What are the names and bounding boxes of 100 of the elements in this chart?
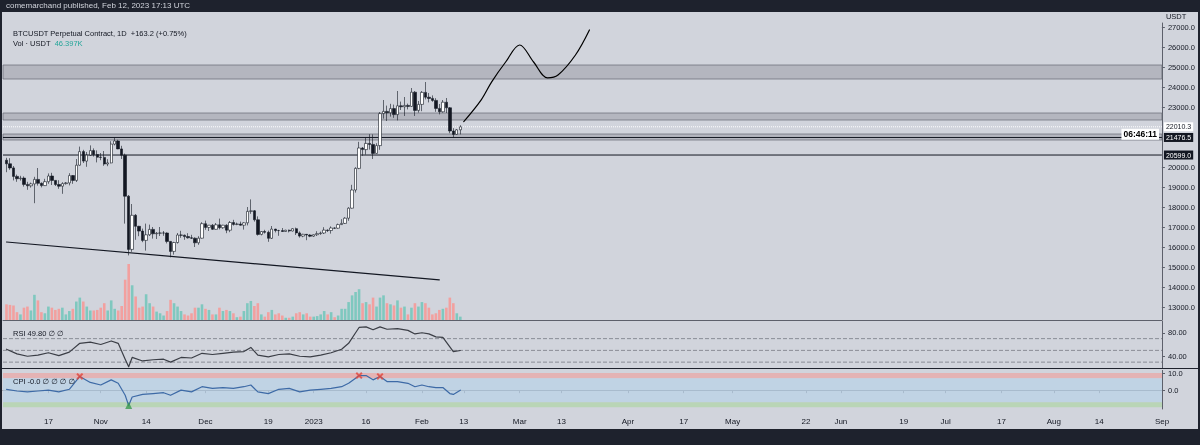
- candlestick: [270, 225, 273, 240]
- x-tick-label: Jul: [940, 416, 951, 426]
- candlestick: [284, 229, 287, 233]
- candlestick: [336, 223, 340, 230]
- candlestick: [288, 229, 291, 233]
- bar: [109, 300, 113, 320]
- bar: [26, 306, 29, 320]
- bar: [102, 303, 106, 320]
- x-tick-label: Aug: [1046, 416, 1061, 426]
- candlestick: [151, 226, 155, 239]
- candlestick: [319, 231, 322, 236]
- x-tick-label: 14: [141, 416, 152, 426]
- bar: [382, 295, 385, 320]
- candlestick: [403, 96, 406, 117]
- x-tick-label: 16: [361, 416, 372, 426]
- x-tick-label: May: [725, 416, 741, 426]
- bar: [326, 314, 329, 320]
- x-tick-label: 13: [459, 416, 469, 426]
- bar: [333, 317, 336, 320]
- candlestick: [389, 103, 392, 117]
- bar: [389, 304, 392, 320]
- bar: [396, 300, 399, 320]
- x-tick-label: 17: [996, 416, 1007, 426]
- candlestick: [47, 173, 50, 185]
- candlestick: [329, 226, 333, 234]
- bar: [183, 314, 186, 320]
- candlestick: [5, 157, 8, 173]
- candlestick: [228, 220, 232, 233]
- bar: [162, 315, 165, 320]
- candlestick: [214, 222, 218, 230]
- bar: [403, 306, 406, 320]
- bar: [340, 308, 343, 320]
- candlestick: [305, 233, 308, 241]
- candlestick: [281, 227, 284, 233]
- candlestick: [183, 234, 186, 241]
- bar: [218, 307, 221, 320]
- candlestick: [57, 179, 61, 190]
- candlestick: [155, 231, 158, 240]
- bar: [361, 303, 364, 320]
- bar: [134, 296, 137, 320]
- candlestick: [218, 218, 221, 230]
- x-tick-label: Feb: [415, 416, 430, 426]
- bar: [459, 316, 462, 320]
- bar: [61, 307, 64, 320]
- bar: [308, 316, 312, 320]
- bar: [68, 311, 71, 320]
- bar: [85, 306, 89, 320]
- candlestick: [68, 172, 71, 186]
- bar: [232, 313, 235, 320]
- bar: [274, 314, 277, 320]
- candlestick: [144, 223, 148, 251]
- candlestick: [235, 222, 239, 226]
- bar: [354, 292, 357, 320]
- x-tick-label: 19: [899, 416, 909, 426]
- bar: [305, 313, 309, 320]
- line-series: [5, 374, 461, 407]
- point: [76, 372, 84, 380]
- candlestick: [61, 181, 64, 195]
- bar: [88, 310, 92, 320]
- bar: [225, 309, 228, 320]
- bar: [260, 314, 263, 320]
- bar: [99, 307, 103, 320]
- candlestick: [413, 90, 417, 117]
- bar: [197, 307, 200, 320]
- candlestick: [308, 233, 312, 238]
- candlestick: [301, 233, 305, 238]
- bar: [95, 309, 99, 320]
- bar: [280, 315, 284, 320]
- x-tick-label: Apr: [621, 416, 635, 426]
- x-tick-label: 17: [43, 416, 54, 426]
- point: [125, 402, 133, 410]
- candlestick: [340, 218, 343, 226]
- point: [355, 372, 363, 380]
- bar: [155, 311, 158, 320]
- x-tick-label: 2023: [304, 416, 324, 426]
- bar: [277, 313, 281, 320]
- bar: [54, 309, 57, 320]
- bar: [253, 306, 256, 320]
- candlestick: [298, 231, 301, 238]
- candlestick: [158, 226, 162, 237]
- candlestick: [322, 226, 326, 235]
- candlestick: [295, 227, 298, 236]
- bar: [246, 303, 249, 320]
- bar: [19, 314, 22, 320]
- bar: [127, 264, 130, 320]
- x-tick-label: Sep: [1154, 416, 1170, 426]
- candlestick: [22, 176, 26, 187]
- bar: [417, 306, 420, 320]
- bar: [47, 306, 50, 320]
- bar: [169, 299, 172, 320]
- candlestick: [434, 97, 438, 113]
- candlestick: [50, 172, 54, 186]
- x-tick-label: 14: [1094, 416, 1105, 426]
- x-tick-label: 13: [557, 416, 567, 426]
- bar: [75, 301, 78, 320]
- bar: [319, 314, 322, 320]
- bar: [141, 306, 144, 320]
- x-tick-label: Jun: [834, 416, 848, 426]
- bar: [204, 308, 207, 320]
- candlestick: [277, 229, 280, 237]
